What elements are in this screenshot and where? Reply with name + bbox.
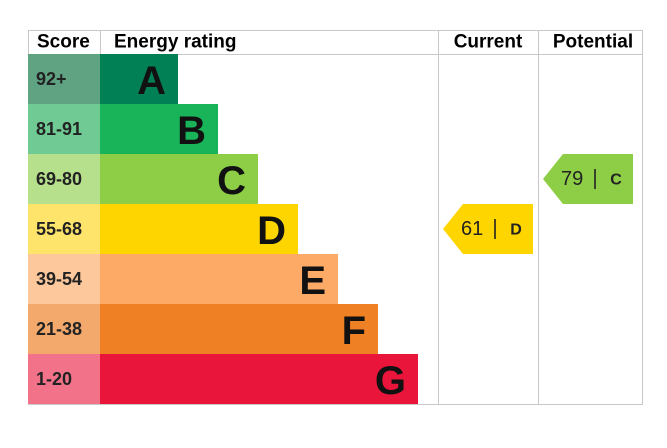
score-range: 81-91 bbox=[36, 119, 82, 139]
header-score: Score bbox=[37, 32, 90, 53]
rating-bar bbox=[100, 54, 178, 104]
score-cell bbox=[28, 304, 100, 354]
score-cell bbox=[28, 204, 100, 254]
score-range: 69-80 bbox=[36, 169, 82, 189]
score-range: 1-20 bbox=[36, 369, 72, 389]
score-range: 92+ bbox=[36, 69, 67, 89]
rating-bar bbox=[100, 154, 258, 204]
rating-letter: C bbox=[217, 159, 246, 203]
current-value: 61 bbox=[461, 218, 483, 240]
rating-letter: B bbox=[177, 109, 206, 153]
header-energy-rating: Energy rating bbox=[114, 32, 236, 53]
header-current: Current bbox=[454, 32, 523, 53]
score-cell bbox=[28, 104, 100, 154]
rating-letter: A bbox=[137, 59, 166, 103]
rating-letter: D bbox=[257, 209, 286, 253]
score-cell bbox=[28, 354, 100, 404]
rating-bar bbox=[100, 304, 378, 354]
rating-bar bbox=[100, 204, 298, 254]
score-range: 55-68 bbox=[36, 219, 82, 239]
potential-arrow bbox=[543, 154, 633, 204]
potential-band: C bbox=[610, 172, 622, 189]
rating-letter: G bbox=[375, 359, 406, 403]
rating-bar bbox=[100, 254, 338, 304]
rating-bar bbox=[100, 354, 418, 404]
score-range: 39-54 bbox=[36, 269, 82, 289]
score-cell bbox=[28, 254, 100, 304]
current-arrow bbox=[443, 204, 533, 254]
potential-value: 79 bbox=[561, 168, 583, 190]
header-potential: Potential bbox=[553, 32, 633, 53]
rating-bar bbox=[100, 104, 218, 154]
score-cell bbox=[28, 54, 100, 104]
score-range: 21-38 bbox=[36, 319, 82, 339]
rating-letter: F bbox=[342, 309, 366, 353]
current-band: D bbox=[510, 222, 522, 239]
rating-letter: E bbox=[299, 259, 326, 303]
score-cell bbox=[28, 154, 100, 204]
